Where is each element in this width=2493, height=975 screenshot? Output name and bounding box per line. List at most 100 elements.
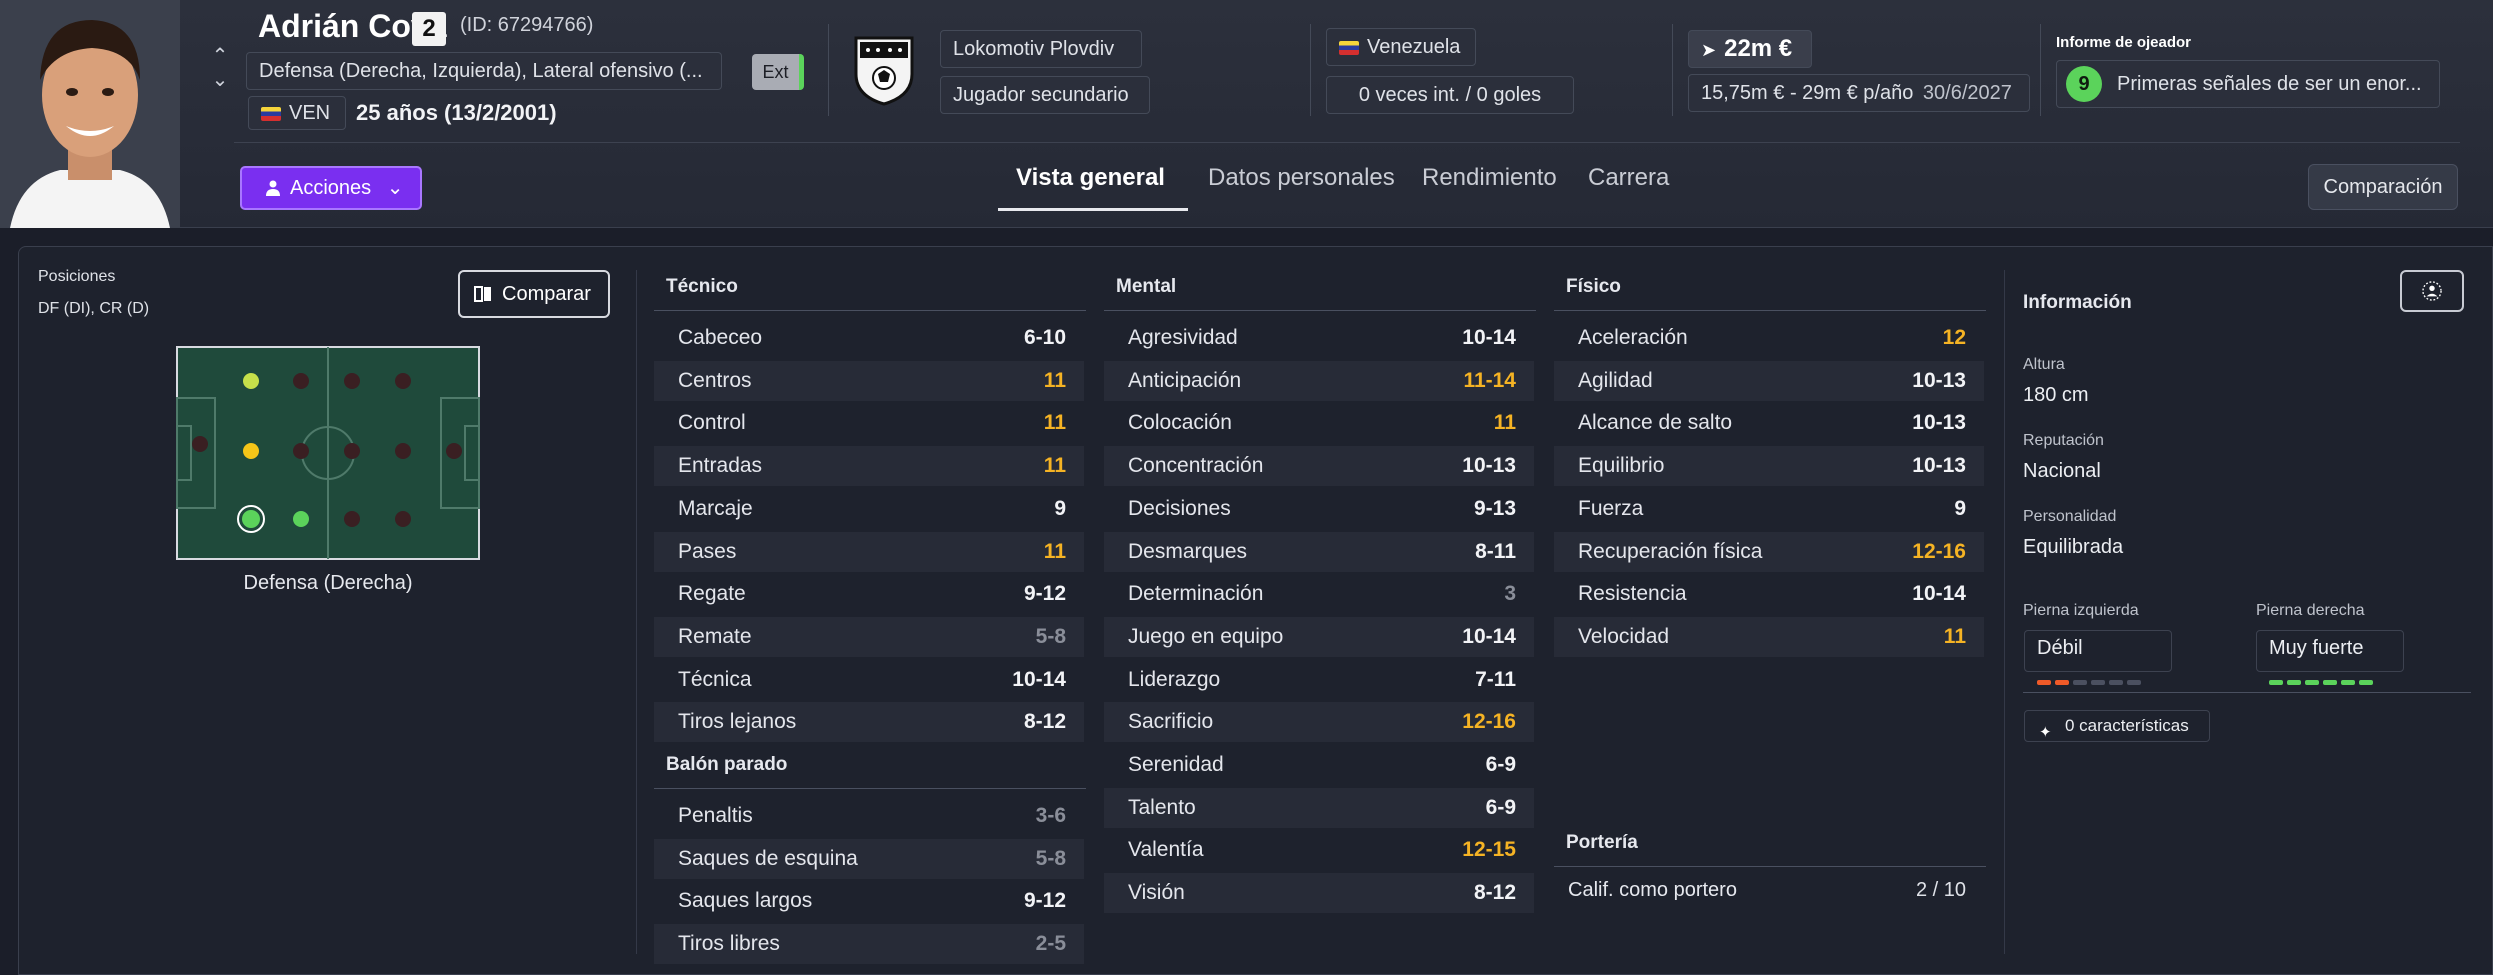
attribute-row[interactable]: Agilidad 10-13 — [1554, 360, 1984, 401]
attribute-row[interactable]: Control 11 — [654, 403, 1084, 443]
comparison-button[interactable]: Comparación — [2308, 164, 2458, 210]
actions-label: Acciones — [290, 177, 372, 199]
compare-label: Comparar — [502, 283, 591, 305]
attribute-value: 9 — [1954, 496, 1966, 520]
tab-career[interactable]: Carrera — [1588, 164, 1670, 191]
attribute-row[interactable]: Sacrificio 12-16 — [1104, 702, 1534, 743]
attribute-row[interactable]: Anticipación 11-14 — [1104, 360, 1534, 401]
attribute-name: Velocidad — [1578, 624, 1670, 648]
foot-meter-dot — [2127, 680, 2141, 685]
attribute-row[interactable]: Marcaje 9 — [654, 489, 1084, 529]
right-foot-meter — [2269, 662, 2377, 685]
reputation-label: Reputación — [2023, 432, 2104, 449]
section-divider — [654, 310, 1086, 311]
attribute-row[interactable]: Determinación 3 — [1104, 574, 1534, 614]
attribute-value: 3-6 — [1035, 804, 1066, 827]
height-value: 180 cm — [2023, 384, 2089, 406]
attribute-row[interactable]: Colocación 11 — [1104, 403, 1534, 443]
attribute-row[interactable]: Valentía 12-15 — [1104, 830, 1534, 870]
attribute-row[interactable]: Alcance de salto 10-13 — [1554, 403, 1984, 443]
attribute-value: 5-8 — [1035, 846, 1066, 870]
attribute-row[interactable]: Desmarques 8-11 — [1104, 531, 1534, 572]
attribute-row[interactable]: Regate 9-12 — [654, 574, 1084, 614]
position-dot — [446, 443, 462, 459]
attribute-name: Colocación — [1128, 411, 1232, 435]
attribute-row[interactable]: Centros 11 — [654, 360, 1084, 401]
attribute-row[interactable]: Talento 6-9 — [1104, 787, 1534, 828]
venezuela-flag-icon — [261, 106, 281, 121]
position-dot — [395, 373, 411, 389]
attribute-row[interactable]: Visión 8-12 — [1104, 873, 1534, 914]
position-dots — [192, 373, 462, 533]
attribute-row[interactable]: Tiros lejanos 8-12 — [654, 702, 1084, 743]
attribute-row[interactable]: Concentración 10-13 — [1104, 446, 1534, 487]
attribute-row[interactable]: Pases 11 — [654, 531, 1084, 572]
position-pitch — [176, 346, 480, 560]
attribute-row[interactable]: Liderazgo 7-11 — [1104, 660, 1534, 700]
scout-report-title: Informe de ojeador — [2056, 34, 2192, 51]
goalkeeper-rating-value: 2 / 10 — [1915, 879, 1966, 901]
attribute-name: Marcaje — [678, 496, 753, 520]
attribute-value: 6-9 — [1485, 795, 1516, 819]
attribute-row[interactable]: Resistencia 10-14 — [1554, 574, 1984, 614]
tab-personal-data[interactable]: Datos personales — [1208, 164, 1395, 191]
attribute-row[interactable]: Cabeceo 6-10 — [654, 318, 1084, 358]
attribute-row[interactable]: Recuperación física 12-16 — [1554, 531, 1984, 572]
position-codes: DF (DI), CR (D) — [38, 300, 150, 317]
attribute-value: 10-13 — [1912, 454, 1966, 478]
left-foot-label: Pierna izquierda — [2023, 602, 2139, 619]
attribute-row[interactable]: Penaltis 3-6 — [654, 796, 1084, 836]
attribute-row[interactable]: Técnica 10-14 — [654, 660, 1084, 700]
attribute-row[interactable]: Equilibrio 10-13 — [1554, 446, 1984, 487]
attribute-row[interactable]: Tiros libres 2-5 — [654, 924, 1084, 965]
attribute-row[interactable]: Juego en equipo 10-14 — [1104, 616, 1534, 657]
info-profile-button[interactable] — [2400, 270, 2464, 312]
attribute-row[interactable]: Velocidad 11 — [1554, 616, 1984, 657]
attribute-name: Cabeceo — [678, 326, 763, 349]
ext-button[interactable]: Ext — [752, 54, 804, 90]
position-dot — [344, 373, 360, 389]
attribute-row[interactable]: Saques de esquina 5-8 — [654, 838, 1084, 879]
tab-performance[interactable]: Rendimiento — [1422, 164, 1557, 191]
attribute-row[interactable]: Aceleración 12 — [1554, 318, 1984, 358]
national-team[interactable]: Venezuela — [1326, 28, 1476, 66]
foot-meter-dot — [2269, 680, 2283, 685]
club-crest-icon[interactable] — [852, 34, 916, 106]
attribute-row[interactable]: Remate 5-8 — [654, 616, 1084, 657]
attribute-name: Centros — [678, 368, 752, 392]
tab-overview[interactable]: Vista general — [1016, 164, 1165, 191]
club-name[interactable]: Lokomotiv Plovdiv — [940, 30, 1142, 68]
attribute-name: Visión — [1128, 881, 1185, 905]
chevron-up-icon[interactable]: ⌃ — [211, 45, 229, 67]
active-tab-indicator — [998, 208, 1188, 211]
technical-title: Técnico — [666, 276, 738, 297]
right-foot-badge: Muy fuerte — [2256, 630, 2404, 685]
chevron-down-icon[interactable]: ⌄ — [211, 69, 229, 91]
attribute-name: Juego en equipo — [1128, 624, 1284, 648]
transfer-value: ➤ 22m € — [1688, 30, 1812, 68]
wage-info: 15,75m € - 29m € p/año 30/6/2027 — [1688, 74, 2030, 112]
attribute-value: 11 — [1043, 368, 1066, 392]
physical-title: Físico — [1566, 276, 1621, 297]
actions-button[interactable]: Acciones ⌄ — [240, 166, 422, 210]
compare-icon — [474, 286, 491, 302]
player-avatar — [0, 0, 180, 228]
traits-button[interactable]: ✦ 0 características — [2024, 710, 2210, 742]
attribute-row[interactable]: Entradas 11 — [654, 446, 1084, 487]
attribute-value: 10-14 — [1462, 624, 1516, 648]
attribute-row[interactable]: Agresividad 10-14 — [1104, 318, 1534, 358]
left-foot-meter — [2037, 662, 2145, 685]
attribute-row[interactable]: Decisiones 9-13 — [1104, 489, 1534, 529]
attribute-row[interactable]: Fuerza 9 — [1554, 489, 1984, 529]
left-foot-value: Débil — [2037, 637, 2083, 659]
attribute-row[interactable]: Serenidad 6-9 — [1104, 745, 1534, 785]
scout-report-summary[interactable]: Primeras señales de ser un enor... — [2056, 60, 2440, 108]
value-amount: 22m € — [1724, 35, 1793, 62]
attribute-name: Anticipación — [1128, 368, 1242, 392]
nationality-badge[interactable]: VEN — [248, 96, 346, 130]
attribute-name: Penaltis — [678, 804, 753, 827]
right-foot-value: Muy fuerte — [2269, 637, 2364, 659]
position-dot-dr-selected[interactable] — [237, 505, 265, 533]
compare-button[interactable]: Comparar — [458, 270, 610, 318]
attribute-row[interactable]: Saques largos 9-12 — [654, 881, 1084, 921]
